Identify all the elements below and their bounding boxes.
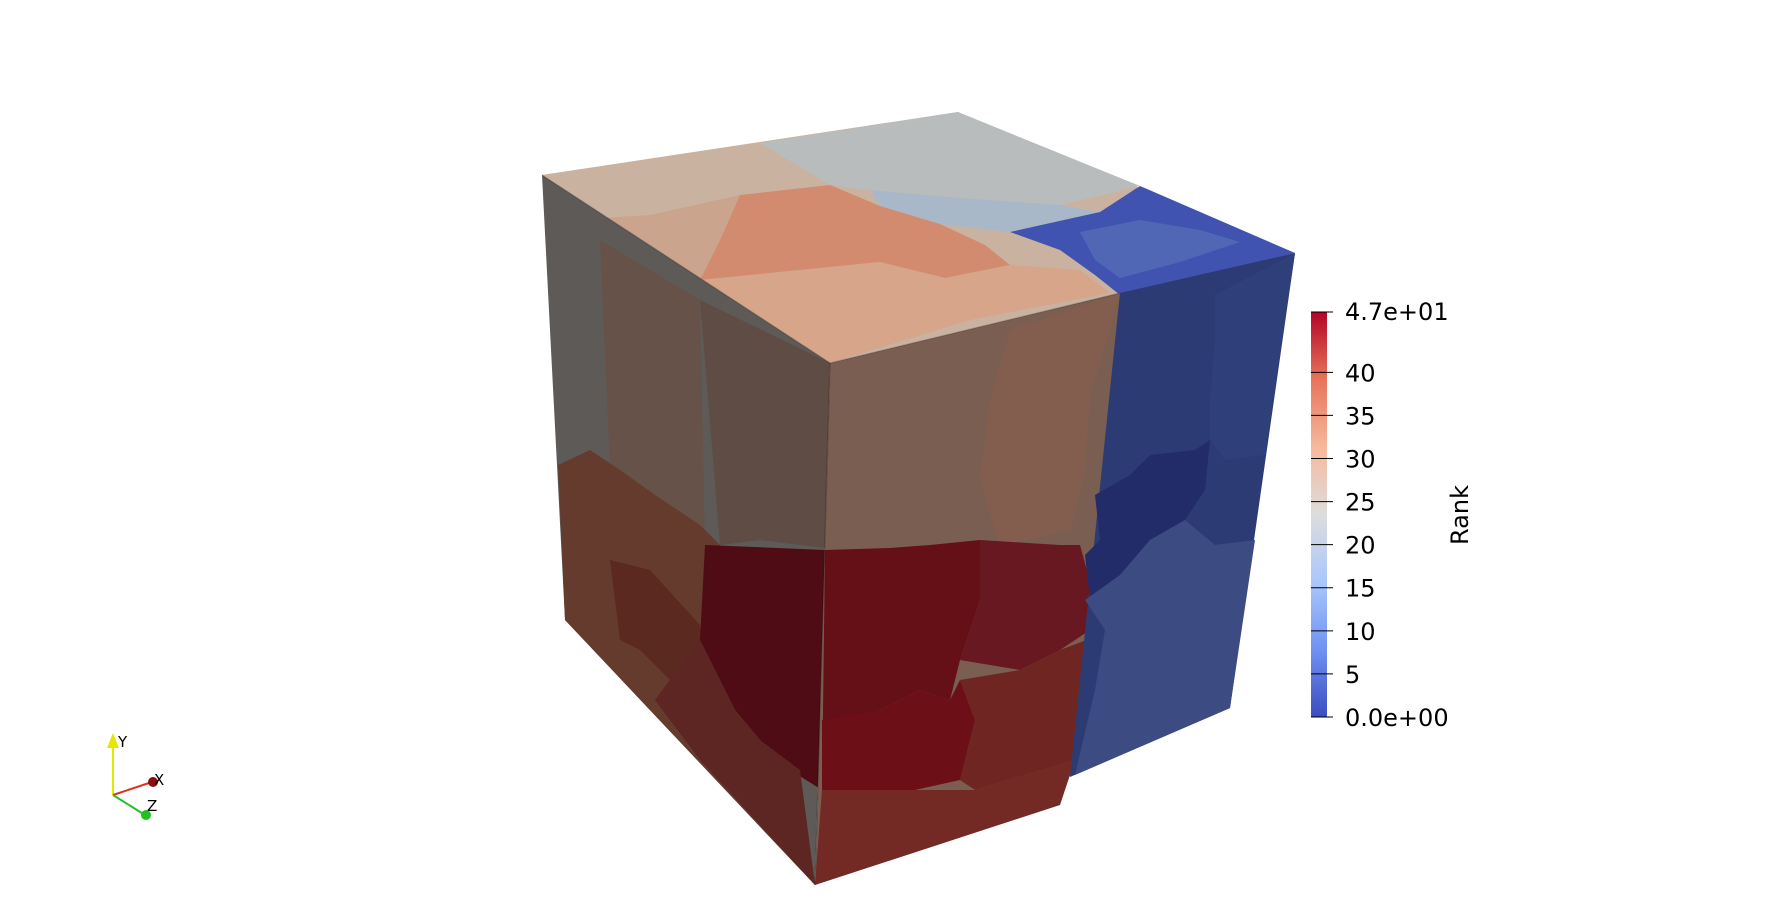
top-region: [870, 190, 1100, 232]
front-region: [960, 635, 1110, 790]
top-region: [760, 112, 1140, 205]
z-axis-line: [112, 794, 146, 816]
top-region: [700, 185, 1010, 280]
y-axis-arrow-icon: [107, 733, 119, 748]
colorbar-gradient: [1311, 312, 1327, 717]
colorbar-tick-label: 5: [1345, 661, 1360, 689]
cube-top-face: [542, 112, 1295, 363]
front-region: [822, 680, 975, 790]
front-region: [980, 293, 1120, 545]
x-axis-label: X: [154, 771, 164, 789]
colorbar-tick-label: 20: [1345, 532, 1376, 560]
front-region: [815, 760, 1075, 885]
right-region: [1085, 440, 1210, 600]
colorbar-tick-label: 35: [1345, 402, 1376, 430]
left-region: [600, 240, 705, 545]
grain-cube: [541, 112, 1295, 886]
x-axis-arrow-icon: [148, 777, 158, 787]
colorbar-ticks: 5 10 15 20 25 30 35 40: [1311, 359, 1376, 689]
color-legend: 5 10 15 20 25 30 35 40 4.7e+01 0.0e+00 Rank: [1311, 298, 1474, 732]
top-region: [570, 195, 740, 280]
cube-edge: [829, 292, 1121, 364]
orientation-axes-widget[interactable]: Y X Z: [107, 733, 164, 820]
cube-edge: [541, 174, 831, 886]
top-region: [700, 262, 1110, 363]
front-region: [960, 540, 1095, 670]
colorbar-tick-label: 10: [1345, 618, 1376, 646]
cube-right-face: [1070, 253, 1295, 777]
top-region: [1080, 220, 1240, 278]
colorbar-tick-label: 15: [1345, 575, 1376, 603]
left-region: [655, 640, 815, 885]
colorbar-min-label: 0.0e+00: [1345, 704, 1449, 732]
front-region: [822, 540, 980, 790]
colorbar-max-label: 4.7e+01: [1345, 298, 1449, 326]
colorbar-title: Rank: [1446, 485, 1474, 545]
left-region: [700, 545, 825, 790]
colorbar-tick-label: 40: [1345, 359, 1376, 387]
z-axis-label: Z: [147, 797, 157, 815]
colorbar-tick-label: 25: [1345, 489, 1376, 517]
top-region: [542, 143, 830, 215]
y-axis-label: Y: [117, 733, 128, 751]
left-region: [700, 300, 830, 548]
colorbar-tick-label: 30: [1345, 445, 1376, 473]
z-axis-arrow-icon: [141, 810, 151, 820]
right-region: [1075, 520, 1255, 775]
cube-left-face: [542, 175, 830, 885]
x-axis-line: [112, 781, 153, 796]
right-region: [1210, 253, 1295, 460]
